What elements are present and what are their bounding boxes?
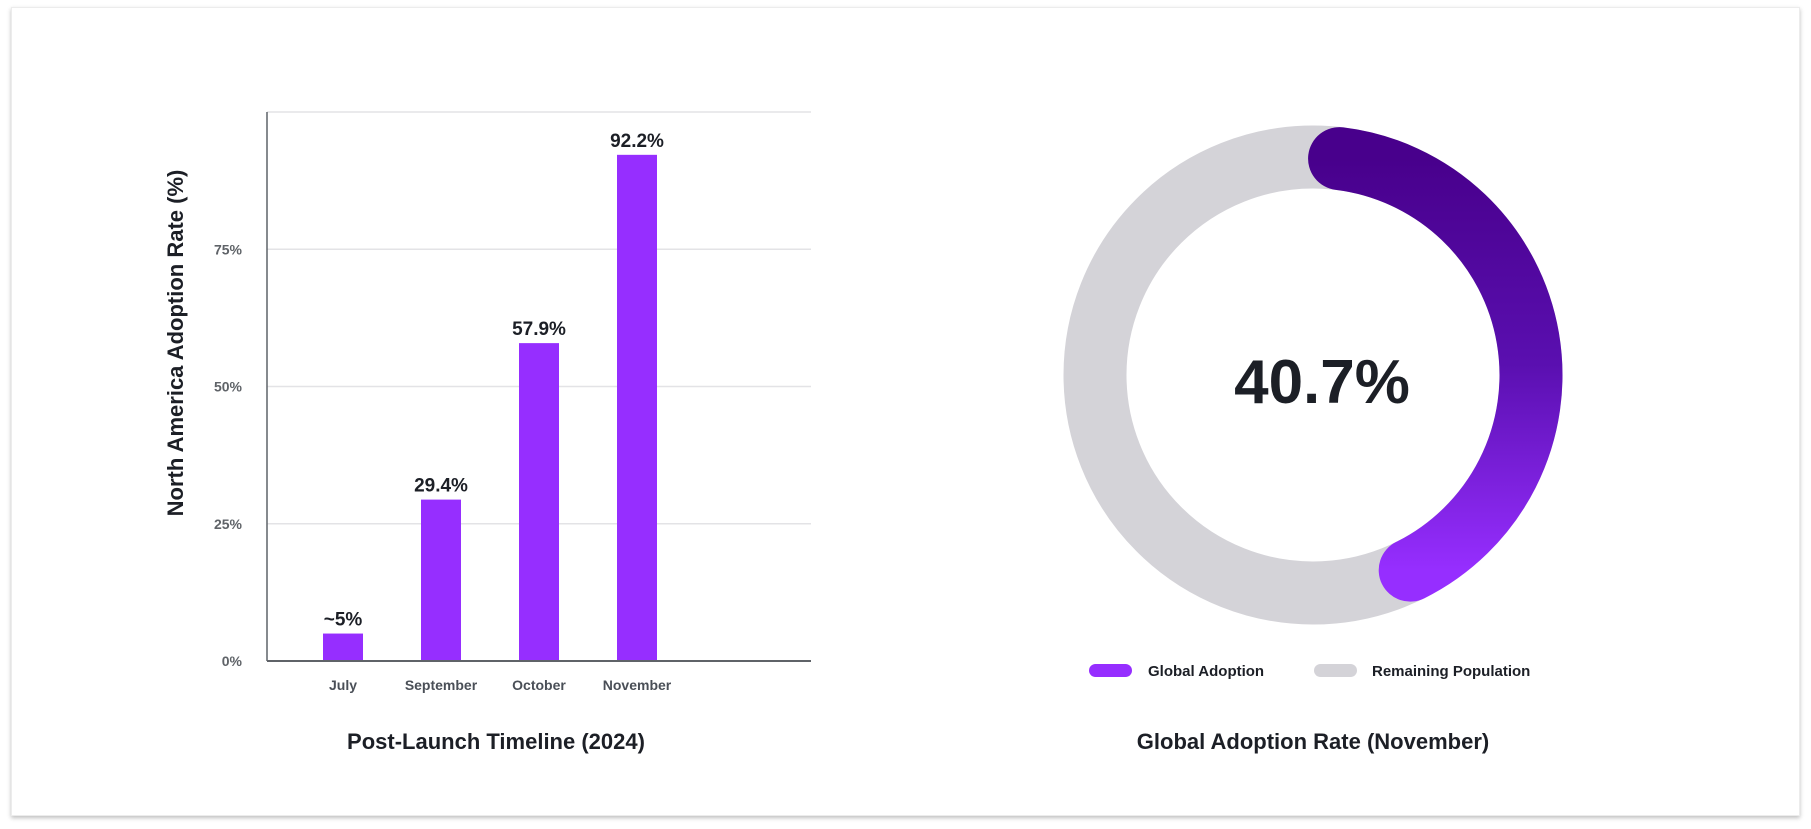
x-tick-label: September (405, 677, 478, 693)
legend-label-global-adoption: Global Adoption (1148, 663, 1264, 680)
x-tick-label: July (329, 677, 357, 693)
x-tick-label: November (603, 677, 672, 693)
legend-swatch-remaining-population (1314, 664, 1357, 677)
y-tick-label: 75% (214, 241, 243, 257)
bar-july (323, 633, 363, 661)
data-label: 92.2% (610, 131, 664, 152)
data-label: ~5% (324, 610, 363, 631)
data-label: 29.4% (414, 476, 468, 497)
bar-october (519, 343, 559, 661)
donut-chart (1063, 125, 1563, 625)
y-tick-label: 25% (214, 516, 243, 532)
donut-title: Global Adoption Rate (November) (1137, 729, 1489, 754)
y-tick-label: 0% (222, 653, 243, 669)
bar-november (617, 154, 657, 661)
legend-label-remaining-population: Remaining Population (1372, 663, 1530, 680)
x-axis-title: Post-Launch Timeline (2024) (347, 729, 645, 754)
data-label: 57.9% (512, 319, 566, 340)
x-tick-label: October (512, 677, 566, 693)
y-tick-label: 50% (214, 379, 243, 395)
bar-september (421, 499, 461, 661)
bar-chart: 0% 25% 50% 75% ~5% July 29.4% September 57.9% Oct… (214, 111, 811, 693)
donut-center-value: 40.7% (1234, 348, 1410, 417)
legend-swatch-global-adoption (1089, 664, 1132, 677)
y-axis-title: North America Adoption Rate (%) (163, 170, 188, 517)
donut-slice-global-adoption (1308, 127, 1563, 602)
